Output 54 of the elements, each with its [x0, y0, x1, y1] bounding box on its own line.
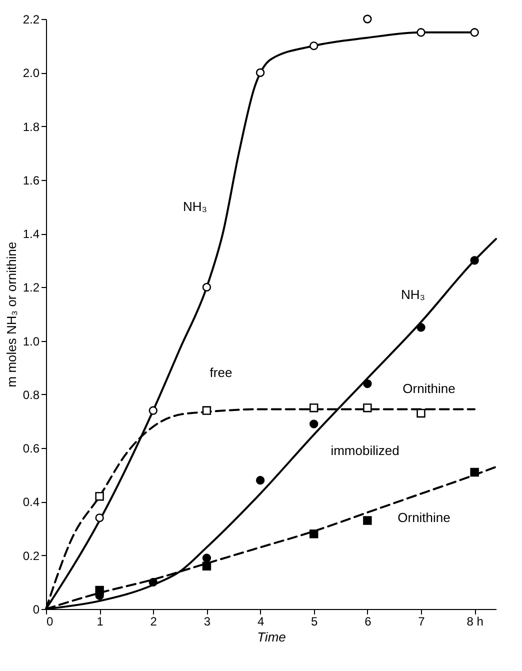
x-tick-label: 3 [204, 614, 211, 628]
point [470, 468, 479, 477]
point [416, 28, 426, 37]
point [416, 323, 426, 332]
point [95, 586, 104, 595]
y-tick-label: 2.0 [22, 66, 40, 80]
y-tick-label: 1.4 [22, 227, 40, 242]
x-tick-label: 4 [257, 614, 264, 628]
annotation: immobilized [330, 443, 400, 458]
point [310, 530, 318, 538]
point [202, 406, 212, 415]
y-tick-label: 1.6 [22, 173, 40, 188]
point [310, 404, 318, 412]
x-tick-label: 7 [418, 614, 426, 628]
annotation: Ornithine [402, 381, 456, 396]
point [310, 41, 318, 50]
annotation: free [210, 365, 232, 380]
point [470, 28, 479, 37]
y-tick-label: 1.8 [22, 120, 40, 134]
y-tick-label: 0.8 [22, 388, 40, 402]
annotation: NH₃ [182, 199, 208, 214]
point [416, 408, 426, 418]
point [202, 282, 212, 292]
y-tick-label: 1.2 [22, 280, 40, 295]
point [148, 578, 158, 587]
y-tick-label: 0.4 [22, 495, 40, 510]
x-tick-label: 6 [364, 614, 372, 628]
point [95, 492, 104, 501]
point [363, 379, 372, 388]
x-tick-label: 2 [150, 614, 158, 628]
x-axis-title: Time [257, 630, 286, 644]
y-tick-label: 0 [32, 602, 40, 616]
annotation: Ornithine [398, 510, 450, 525]
point [470, 256, 479, 265]
x-tick-label: 8 h [466, 614, 484, 628]
point [202, 562, 212, 570]
point [256, 476, 265, 485]
point [310, 420, 318, 428]
y-tick-label: 1.0 [22, 334, 40, 348]
point [256, 68, 265, 77]
point [363, 404, 372, 412]
y-tick-label: 0.2 [22, 548, 40, 563]
x-tick-label: 0 [46, 614, 54, 628]
y-tick-label: 0.6 [22, 442, 40, 456]
point [95, 513, 104, 522]
y-axis-title: m moles NH₃ or ornithine [4, 242, 19, 388]
y-tick-label: 2.2 [22, 12, 40, 26]
x-tick-label: 5 [311, 614, 318, 628]
point [148, 406, 158, 415]
point [202, 554, 212, 562]
point [363, 14, 372, 24]
point [363, 516, 372, 525]
x-tick-label: 1 [96, 614, 104, 628]
annotation: NH₃ [400, 287, 426, 302]
